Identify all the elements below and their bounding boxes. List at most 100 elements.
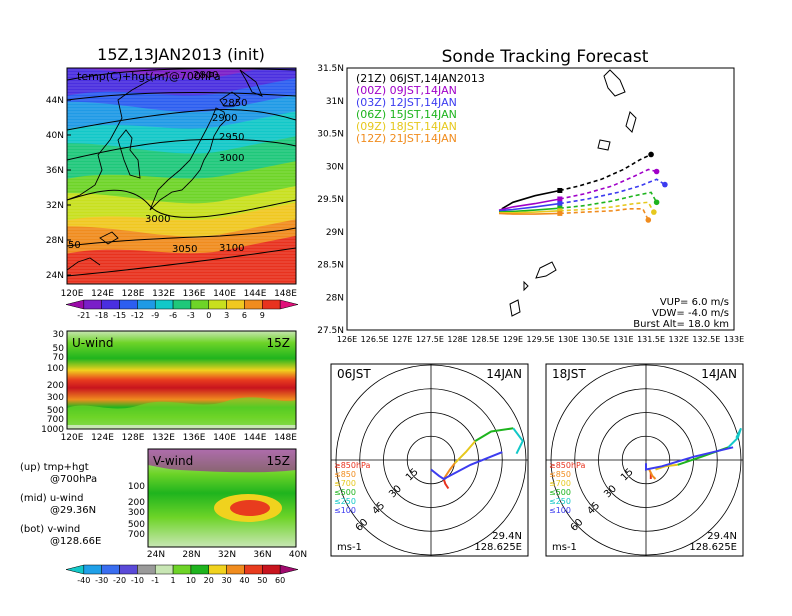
track-line-dashed bbox=[559, 201, 655, 213]
param-vdw: VDW= -4.0 m/s bbox=[652, 308, 729, 319]
hodo-time: 06JST bbox=[337, 367, 371, 381]
lat-tick-label: 31N bbox=[326, 97, 344, 107]
pressure-tick-label: 100 bbox=[47, 364, 64, 374]
wind-profile-line bbox=[442, 462, 456, 480]
temp-colorbar-swatch bbox=[262, 299, 281, 310]
pressure-legend-entry: ≤100 bbox=[334, 506, 356, 515]
island bbox=[603, 69, 626, 97]
wind-profile-line bbox=[454, 440, 477, 464]
lon-tick-label: 132E bbox=[669, 335, 689, 344]
map-lon-axis: 120E 124E 128E 132E 136E 140E 144E 148E bbox=[61, 289, 298, 299]
pressure-tick-label: 100 bbox=[128, 482, 145, 492]
wind-colorbar-swatch bbox=[279, 564, 299, 575]
track-line-dashed bbox=[559, 168, 657, 200]
temp-colorbar-label: -12 bbox=[131, 311, 144, 320]
pressure-tick-label: 70 bbox=[53, 353, 65, 363]
legend-entry: (09Z) 18JST,14JAN bbox=[356, 120, 457, 133]
lon-tick-label: 133E bbox=[724, 335, 744, 344]
lon-tick-label: 130.5E bbox=[582, 335, 610, 344]
pressure-legend-entry: ≤850 bbox=[549, 470, 571, 479]
lat-tick-label: 29N bbox=[326, 228, 344, 238]
temp-colorbar-swatch bbox=[65, 299, 85, 310]
lon-tick-label: 124E bbox=[91, 433, 114, 443]
pressure-legend-entry: ≤250 bbox=[334, 497, 356, 506]
track-line bbox=[498, 212, 560, 215]
lon-tick-label: 130E bbox=[558, 335, 578, 344]
wind-colorbar: -40 -30 -20 -10 -1 1 10 20 30 40 50 60 bbox=[65, 564, 299, 585]
vwind-jet-core bbox=[230, 500, 270, 516]
legend-entry: (06Z) 15JST,14JAN bbox=[356, 108, 457, 121]
temp-colorbar-swatch bbox=[172, 299, 192, 310]
lon-tick-label: 126.5E bbox=[361, 335, 389, 344]
contour-label: 2950 bbox=[219, 132, 244, 143]
temperature-colorbar: -21 -18 -15 -12 -9 -6 -3 0 3 6 9 bbox=[65, 299, 299, 320]
pressure-legend-entry: ≥850hPa bbox=[334, 461, 371, 470]
wind-colorbar-swatch bbox=[154, 564, 174, 575]
wind-colorbar-swatch bbox=[226, 564, 245, 575]
contour-labels: 2800 2850 2900 2950 3000 3000 3050 3100 … bbox=[68, 70, 247, 255]
contour-label: 2850 bbox=[222, 98, 247, 109]
japan-islands bbox=[149, 107, 227, 211]
hodo-time: 18JST bbox=[552, 367, 586, 381]
track-line-dashed bbox=[559, 191, 658, 209]
lon-tick-label: 131.5E bbox=[637, 335, 665, 344]
lon-tick-label: 148E bbox=[274, 289, 297, 299]
lat-tick-label: 24N bbox=[46, 271, 64, 281]
contour-label: 3000 bbox=[219, 153, 244, 164]
map-lat-axis: 44N 40N 36N 32N 28N 24N bbox=[46, 96, 71, 281]
korea-peninsula bbox=[117, 129, 141, 179]
hodo-lat: 29.4N bbox=[707, 531, 737, 542]
taiwan-coast bbox=[67, 257, 101, 271]
wind-colorbar-swatch bbox=[137, 564, 156, 575]
wind-colorbar-label: -1 bbox=[151, 576, 159, 585]
hodo-lon: 128.625E bbox=[474, 542, 522, 553]
wind-colorbar-label: -20 bbox=[113, 576, 126, 585]
vwind-upper-negative bbox=[148, 449, 296, 473]
temp-colorbar-label: 6 bbox=[242, 311, 247, 320]
marker-point bbox=[557, 187, 563, 193]
marker-point bbox=[557, 205, 563, 211]
pressure-tick-label: 500 bbox=[47, 406, 64, 416]
lat-tick-label: 40N bbox=[289, 550, 307, 560]
note-line: @128.66E bbox=[50, 536, 101, 547]
wind-colorbar-label: 20 bbox=[204, 576, 214, 585]
launch-params: VUP= 6.0 m/s VDW= -4.0 m/s Burst Alt= 18… bbox=[633, 297, 729, 330]
legend-entry: (21Z) 06JST,14JAN2013 bbox=[356, 72, 485, 85]
hodo-units: ms-1 bbox=[552, 542, 577, 553]
lon-tick-label: 128.5E bbox=[471, 335, 499, 344]
wind-profile-line bbox=[645, 446, 734, 471]
pressure-legend-entry: ≤500 bbox=[549, 488, 571, 497]
lon-tick-label: 128E bbox=[447, 335, 467, 344]
temp-colorbar-swatch bbox=[83, 299, 102, 310]
pressure-tick-label: 500 bbox=[128, 520, 145, 530]
track-line bbox=[498, 207, 560, 213]
wind-colorbar-label: 40 bbox=[239, 576, 249, 585]
legend-entry: (00Z) 09JST,14JAN bbox=[356, 84, 457, 97]
tracking-islands bbox=[509, 69, 637, 317]
lon-tick-label: 124E bbox=[91, 289, 114, 299]
hodo-lon: 128.625E bbox=[689, 542, 737, 553]
tracking-frame bbox=[346, 67, 735, 331]
lat-tick-label: 28N bbox=[326, 293, 344, 303]
tracking-lat-axis: 31.5N 31N 30.5N 30N 29.5N 29N 28.5N 28N 27.5N bbox=[317, 64, 344, 336]
lat-tick-label: 28.5N bbox=[317, 261, 344, 271]
temp-colorbar-swatch bbox=[226, 299, 245, 310]
wind-colorbar-label: 10 bbox=[186, 576, 196, 585]
lon-tick-label: 144E bbox=[244, 433, 267, 443]
contour-label: 50 bbox=[68, 240, 81, 251]
track-line bbox=[499, 210, 560, 214]
lon-tick-label: 132E bbox=[152, 433, 175, 443]
lat-tick-label: 31.5N bbox=[317, 64, 344, 74]
contour-label: 3000 bbox=[145, 214, 170, 225]
temp-colorbar-label: -21 bbox=[77, 311, 90, 320]
marker-point bbox=[557, 201, 563, 207]
island bbox=[535, 261, 557, 279]
landing-point bbox=[651, 209, 657, 215]
wind-colorbar-swatch bbox=[172, 564, 192, 575]
wind-colorbar-label: 1 bbox=[171, 576, 176, 585]
lon-tick-label: 144E bbox=[244, 289, 267, 299]
uwind-frame bbox=[66, 330, 297, 430]
temp-colorbar-label: -9 bbox=[151, 311, 159, 320]
temp-colorbar-swatch bbox=[190, 299, 210, 310]
